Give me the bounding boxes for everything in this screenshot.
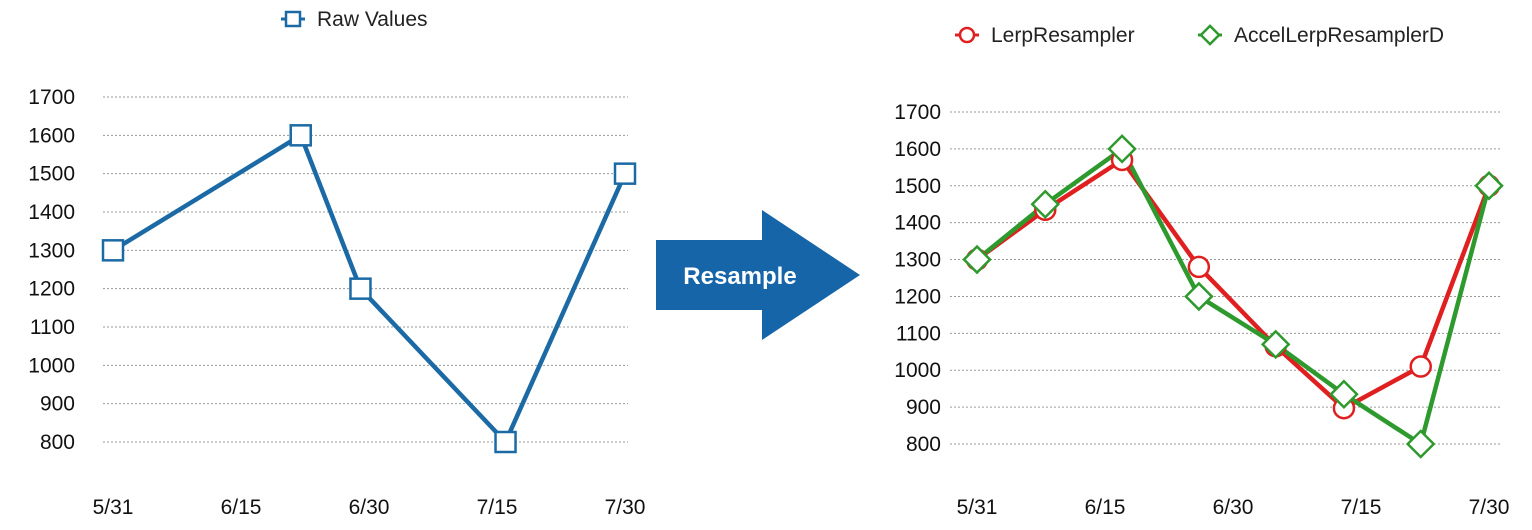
legend-diamond-icon — [1201, 26, 1219, 44]
y-tick-label: 1100 — [896, 322, 941, 345]
legend-item: Raw Values — [281, 8, 428, 31]
raw-values-point — [615, 164, 635, 184]
legend-circle-icon — [960, 28, 974, 42]
y-tick-label: 1600 — [894, 138, 941, 161]
y-tick-label: 1000 — [28, 354, 75, 377]
resample-arrow-icon: Resample — [656, 210, 860, 340]
lerp-resampler-point — [1189, 257, 1209, 277]
y-tick-label: 1100 — [30, 316, 75, 339]
lerp-resampler-point — [1411, 357, 1431, 377]
y-tick-label: 1500 — [28, 163, 75, 186]
x-tick-label: 6/30 — [349, 496, 390, 519]
y-tick-label: 1700 — [894, 101, 941, 124]
y-tick-label: 1400 — [28, 201, 75, 224]
x-tick-label: 6/15 — [1085, 496, 1126, 519]
series-markers — [964, 136, 1502, 457]
legend-item: LerpResampler — [955, 24, 1135, 47]
raw-values-chart: Raw Values 800 900 1000 1100 1200 1300 1400 150… — [28, 8, 645, 519]
x-tick-label: 7/30 — [1469, 496, 1510, 519]
y-axis-ticks: 800 900 1000 1100 1200 1300 1400 1500 1600 1700 — [28, 86, 75, 454]
x-tick-label: 6/30 — [1213, 496, 1254, 519]
legend-label: AccelLerpResamplerD — [1234, 24, 1444, 47]
accel-lerp-resampler-d-line — [977, 149, 1489, 444]
y-tick-label: 1500 — [894, 175, 941, 198]
x-axis-ticks: 5/31 6/15 6/30 7/15 7/30 — [957, 496, 1510, 519]
raw-values-point — [291, 125, 311, 145]
x-tick-label: 5/31 — [93, 496, 134, 519]
y-tick-label: 800 — [906, 433, 941, 456]
y-tick-label: 900 — [40, 393, 75, 416]
resampled-values-chart: LerpResampler AccelLerpResamplerD 800 900 1… — [894, 24, 1509, 519]
y-gridlines — [103, 97, 628, 442]
y-gridlines — [950, 112, 1500, 444]
x-tick-label: 6/15 — [221, 496, 262, 519]
y-tick-label: 1300 — [28, 239, 75, 262]
x-tick-label: 7/15 — [1341, 496, 1382, 519]
accel-lerp-resampler-d-point — [1408, 431, 1434, 457]
raw-values-point — [103, 240, 123, 260]
chart-legend: Raw Values — [281, 8, 428, 31]
y-tick-label: 1700 — [28, 86, 75, 109]
chart-legend: LerpResampler AccelLerpResamplerD — [955, 24, 1444, 47]
y-tick-label: 1200 — [894, 285, 941, 308]
x-axis-ticks: 5/31 6/15 6/30 7/15 7/30 — [93, 496, 646, 519]
x-tick-label: 5/31 — [957, 496, 998, 519]
y-tick-label: 900 — [906, 396, 941, 419]
y-tick-label: 1600 — [28, 124, 75, 147]
raw-values-point — [496, 432, 516, 452]
accel-lerp-resampler-d-point — [1476, 173, 1502, 199]
raw-values-point — [350, 279, 370, 299]
x-tick-label: 7/15 — [477, 496, 518, 519]
y-tick-label: 1300 — [894, 249, 941, 272]
y-tick-label: 800 — [40, 431, 75, 454]
legend-label: Raw Values — [317, 8, 428, 31]
legend-label: LerpResampler — [991, 24, 1135, 47]
y-tick-label: 1000 — [894, 359, 941, 382]
y-tick-label: 1200 — [28, 278, 75, 301]
legend-square-icon — [286, 12, 300, 26]
series-lines — [977, 149, 1489, 444]
x-tick-label: 7/30 — [605, 496, 646, 519]
legend-item: AccelLerpResamplerD — [1198, 24, 1444, 47]
y-axis-ticks: 800 900 1000 1100 1200 1300 1400 1500 1600 1700 — [894, 101, 941, 456]
resample-label: Resample — [683, 263, 796, 290]
accel-lerp-resampler-d-point — [1186, 283, 1212, 309]
y-tick-label: 1400 — [894, 212, 941, 235]
